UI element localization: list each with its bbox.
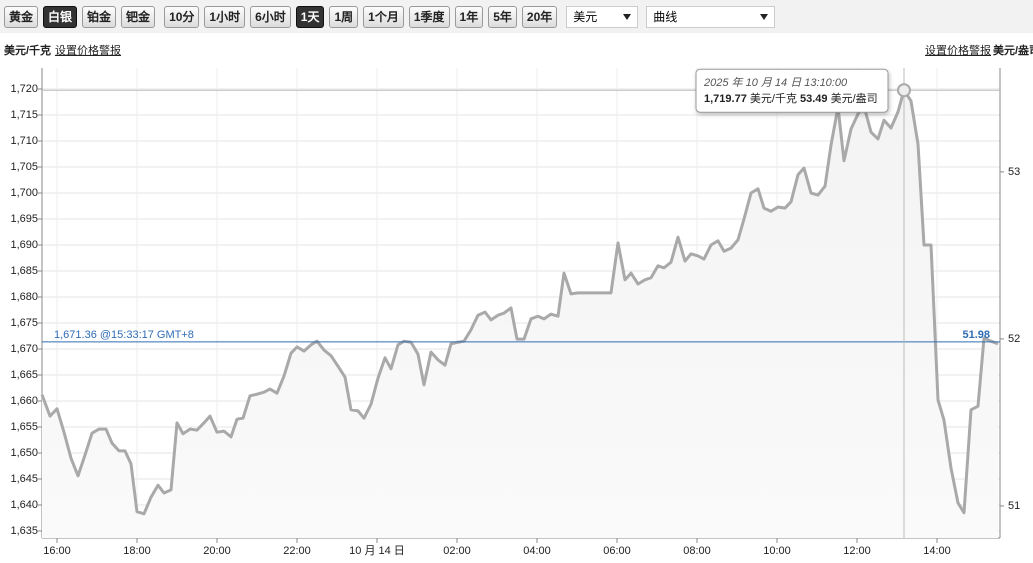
y-tick-label: 1,705	[10, 161, 38, 173]
y-tick-label: 1,670	[10, 343, 38, 355]
area	[42, 90, 998, 538]
hover-point	[897, 83, 911, 98]
y-tick-label: 1,645	[10, 473, 38, 485]
y-tick-label: 1,710	[10, 135, 38, 147]
x-tick-label: 18:00	[123, 545, 151, 557]
y-tick-label: 1,660	[10, 395, 38, 407]
x-tick-label: 22:00	[283, 545, 311, 557]
range-button[interactable]: 6小时	[250, 5, 291, 28]
y-tick-label: 1,655	[10, 421, 38, 433]
range-button[interactable]: 5年	[488, 5, 517, 28]
y-tick-label: 1,720	[10, 83, 38, 95]
price-line-label: 1,671.36 @15:33:17 GMT+8	[54, 329, 194, 341]
x-tick-label: 06:00	[603, 545, 631, 557]
y-tick-label: 1,665	[10, 369, 38, 381]
tooltip-text: 美元/盎司	[831, 91, 878, 105]
style-select[interactable]: 曲线	[646, 5, 776, 28]
toolbar: 黄金 白银 铂金 钯金 10分 1小时 6小时 1天 1周 1个月 1季度 1年…	[0, 0, 1033, 33]
currency-select[interactable]: 美元	[566, 5, 639, 28]
tooltip-date: 2025 年 10 月 14 日 13:10:00	[703, 76, 848, 89]
y-tick-label: 1,650	[10, 447, 38, 459]
metal-button[interactable]: 铂金	[82, 5, 117, 28]
y-tick-label: 1,685	[10, 265, 38, 277]
y-tick-label: 1,680	[10, 291, 38, 303]
x-tick-label: 08:00	[683, 545, 711, 557]
x-tick-label: 10:00	[763, 545, 791, 557]
x-tick-label: 16:00	[43, 545, 71, 557]
range-button[interactable]: 1季度	[408, 5, 450, 28]
range-button[interactable]: 1周	[329, 5, 359, 28]
price-line-y2-label: 51.98	[962, 329, 990, 341]
range-button[interactable]: 1年	[454, 5, 484, 28]
tooltip-text: 美元/千克	[750, 92, 797, 105]
y-tick-label: 1,635	[10, 525, 38, 537]
y-axis-unit: 美元/千克	[4, 43, 51, 57]
range-button[interactable]: 10分	[164, 5, 200, 28]
tooltip-box	[695, 68, 889, 113]
alert-link[interactable]: 设置价格警报	[925, 43, 991, 57]
tooltip-values: 1,719.77 美元/千克 53.49 美元/盎司	[704, 91, 878, 105]
y-tick-label: 1,700	[10, 187, 38, 199]
range-button[interactable]: 1天	[295, 5, 325, 28]
range-button[interactable]: 1个月	[363, 5, 404, 28]
range-button[interactable]: 20年	[521, 5, 558, 28]
alert-link[interactable]: 设置价格警报	[55, 43, 121, 57]
y-tick-label: 1,640	[10, 499, 38, 511]
chart: 美元/千克 设置价格警报 设置价格警报 美元/盎司 1,635 1,640 1,64…	[4, 43, 1033, 557]
x-tick-label: 20:00	[203, 545, 231, 557]
y2-tick-label: 51	[1008, 500, 1020, 512]
metal-button[interactable]: 白银	[43, 5, 78, 28]
y-tick-label: 1,675	[10, 317, 38, 329]
x-tick-label: 14:00	[923, 545, 951, 557]
y-tick-label: 1,715	[10, 109, 38, 121]
y-tick-label: 1,695	[10, 213, 38, 225]
y-tick-label: 1,690	[10, 239, 38, 251]
y2-tick-label: 53	[1008, 166, 1020, 178]
x-tick-label: 02:00	[443, 545, 471, 557]
line	[40, 88, 999, 516]
x-tick-label: 10 月 14 日	[349, 545, 405, 557]
x-tick-label: 12:00	[843, 545, 871, 557]
tooltip-text: 1,719.77	[704, 93, 747, 105]
tooltip-text: 53.49	[800, 93, 828, 105]
metal-button[interactable]: 黄金	[4, 5, 39, 28]
metal-button[interactable]: 钯金	[121, 5, 156, 28]
range-button[interactable]: 1小时	[204, 5, 246, 28]
x-tick-label: 04:00	[523, 545, 551, 557]
y2-axis-unit: 美元/盎司	[993, 43, 1033, 57]
y2-tick-label: 52	[1008, 333, 1020, 345]
